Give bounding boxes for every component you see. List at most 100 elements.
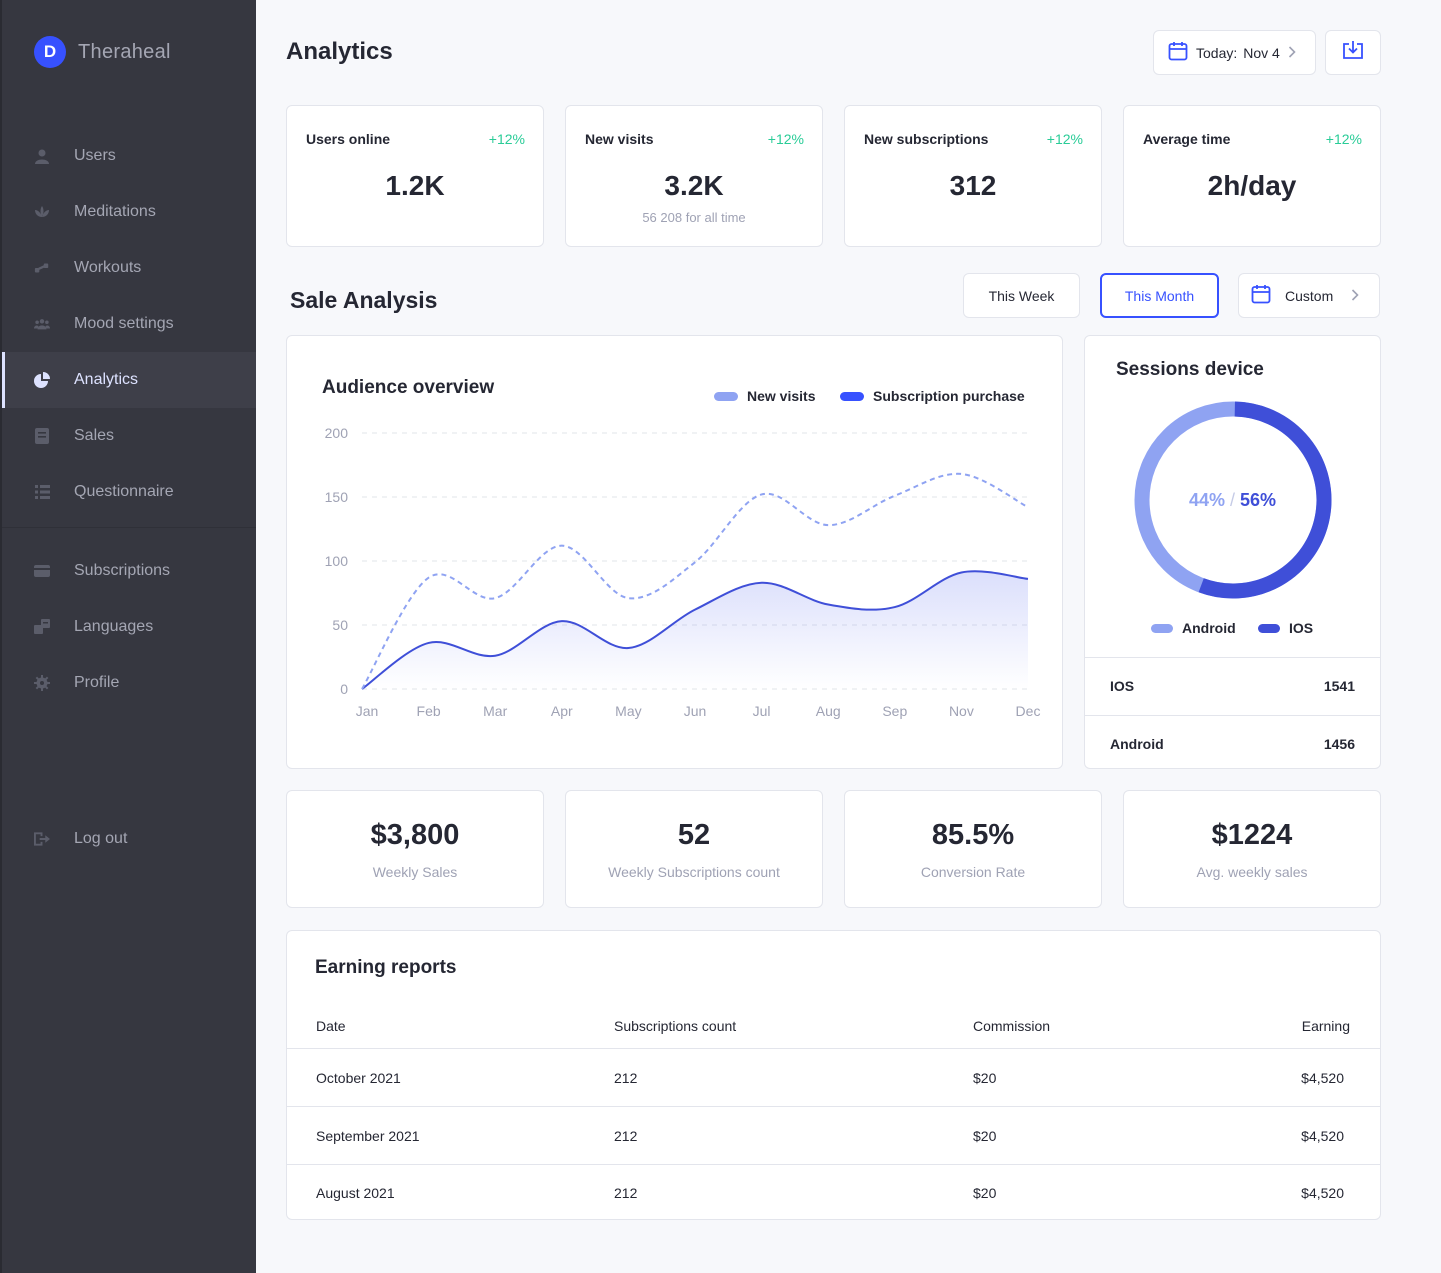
cell-earning: $4,520	[1301, 1127, 1344, 1144]
earning-reports-title: Earning reports	[315, 957, 457, 978]
stat-sub: 56 208 for all time	[642, 210, 746, 225]
pie-chart-icon	[34, 372, 50, 388]
legend-swatch	[840, 391, 864, 401]
donut-ios-arc	[1198, 401, 1332, 599]
download-button[interactable]	[1325, 30, 1381, 75]
column-header-subscriptions: Subscriptions count	[614, 1017, 737, 1034]
sidebar-item-workouts[interactable]: Workouts	[2, 240, 256, 296]
brand-name: Theraheal	[78, 40, 171, 63]
subscription-purchase-line	[361, 570, 1029, 690]
kpi-card-conversion-rate: 85.5% Conversion Rate	[844, 790, 1102, 908]
cell-subscriptions: 212	[614, 1069, 638, 1086]
user-icon	[34, 148, 50, 164]
sessions-device-card: Sessions device 44% / 56% Android IOS IO…	[1084, 335, 1381, 769]
y-tick-label: 50	[332, 617, 348, 633]
cell-subscriptions: 212	[614, 1184, 638, 1201]
y-tick-label: 100	[325, 553, 349, 569]
donut-center-label: 44% / 56%	[1085, 490, 1380, 511]
column-header-earning: Earning	[1301, 1017, 1350, 1034]
chart-title: Audience overview	[322, 377, 495, 398]
sidebar-item-analytics[interactable]: Analytics	[2, 352, 256, 408]
chevron-right-icon	[1351, 288, 1359, 304]
logout-button[interactable]: Log out	[2, 811, 256, 867]
legend-android: Android	[1151, 620, 1236, 636]
sessions-row-ios: IOS 1541	[1085, 657, 1380, 714]
this-week-button[interactable]: This Week	[963, 273, 1080, 318]
sidebar-item-profile[interactable]: Profile	[2, 655, 256, 711]
x-tick-label: Jun	[684, 703, 707, 719]
sidebar-item-languages[interactable]: Languages	[2, 599, 256, 655]
y-tick-label: 150	[325, 489, 349, 505]
card-icon	[34, 563, 50, 579]
legend-label: IOS	[1289, 620, 1314, 636]
stat-card-new-subscriptions: New subscriptions +12% 312	[844, 105, 1102, 247]
legend-swatch	[714, 391, 738, 401]
stat-card-new-visits: New visits +12% 3.2K 56 208 for all time	[565, 105, 823, 247]
custom-period-button[interactable]: Custom	[1238, 273, 1380, 318]
date-picker-button[interactable]: Today: Nov 4	[1153, 30, 1316, 75]
stat-delta: +12%	[488, 131, 525, 147]
sidebar-item-label: Questionnaire	[74, 483, 174, 500]
legend-ios: IOS	[1258, 620, 1313, 636]
sidebar-item-mood-settings[interactable]: Mood settings	[2, 296, 256, 352]
stat-card-users-online: Users online +12% 1.2K	[286, 105, 544, 247]
date-label: Today:	[1196, 44, 1238, 61]
sessions-title: Sessions device	[1116, 359, 1264, 380]
sidebar-item-label: Mood settings	[74, 315, 174, 332]
x-tick-label: Apr	[551, 703, 573, 719]
sidebar-item-label: Users	[74, 147, 116, 164]
x-tick-label: Jul	[753, 703, 771, 719]
legend-label: Android	[1182, 620, 1236, 636]
sidebar-item-sales[interactable]: Sales	[2, 408, 256, 464]
x-tick-label: Jan	[356, 703, 379, 719]
stat-delta: +12%	[767, 131, 804, 147]
kpi-value: 52	[677, 819, 711, 851]
kpi-value: $1224	[1211, 819, 1293, 851]
stat-value: 312	[949, 170, 997, 201]
sidebar: D Theraheal Users Meditations Workouts M…	[0, 0, 256, 1273]
chevron-right-icon	[1288, 45, 1296, 61]
cell-commission: $20	[973, 1069, 997, 1086]
column-header-date: Date	[316, 1017, 346, 1034]
group-icon	[34, 316, 50, 332]
subscription-area	[362, 571, 1028, 689]
sidebar-item-subscriptions[interactable]: Subscriptions	[2, 543, 256, 599]
logout-icon	[34, 831, 50, 847]
kpi-label: Weekly Sales	[372, 864, 458, 880]
sale-analysis-title: Sale Analysis	[290, 287, 438, 313]
legend-swatch	[1151, 623, 1173, 633]
x-tick-label: Aug	[816, 703, 841, 719]
sidebar-divider	[2, 527, 256, 528]
sidebar-item-label: Profile	[74, 674, 120, 691]
table-row: October 2021 212 $20 $4,520	[287, 1048, 1380, 1106]
sidebar-item-questionnaire[interactable]: Questionnaire	[2, 464, 256, 520]
y-tick-label: 200	[325, 425, 349, 441]
kpi-label: Avg. weekly sales	[1196, 864, 1308, 880]
audience-overview-card: Audience overview New visits Subscriptio…	[286, 335, 1063, 769]
cell-earning: $4,520	[1301, 1184, 1344, 1201]
y-tick-label: 0	[340, 681, 348, 697]
x-tick-label: Nov	[949, 703, 974, 719]
cell-commission: $20	[973, 1127, 997, 1144]
x-tick-label: Sep	[882, 703, 907, 719]
sidebar-item-label: Subscriptions	[74, 562, 171, 579]
kpi-card-weekly-sales: $3,800 Weekly Sales	[286, 790, 544, 908]
this-month-button[interactable]: This Month	[1100, 273, 1219, 318]
cell-date: October 2021	[316, 1069, 401, 1086]
list-icon	[34, 484, 50, 500]
sidebar-item-users[interactable]: Users	[2, 128, 256, 184]
stat-delta: +12%	[1325, 131, 1362, 147]
legend-label: Subscription purchase	[873, 388, 1025, 404]
row-value: 1456	[1323, 736, 1355, 752]
sidebar-item-meditations[interactable]: Meditations	[2, 184, 256, 240]
calendar-icon	[1251, 284, 1271, 307]
stat-name: Average time	[1143, 131, 1231, 147]
calendar-icon	[1168, 41, 1188, 64]
new-visits-line	[361, 472, 1029, 690]
logout-label: Log out	[74, 830, 128, 847]
download-icon	[1342, 40, 1364, 65]
stat-delta: +12%	[1046, 131, 1083, 147]
brand[interactable]: D Theraheal	[34, 36, 171, 68]
audience-chart: 0 50 100 150 200 Jan Feb Mar Apr May Jun Jul Aug Sep N…	[325, 425, 1041, 719]
stat-value: 1.2K	[385, 170, 445, 201]
